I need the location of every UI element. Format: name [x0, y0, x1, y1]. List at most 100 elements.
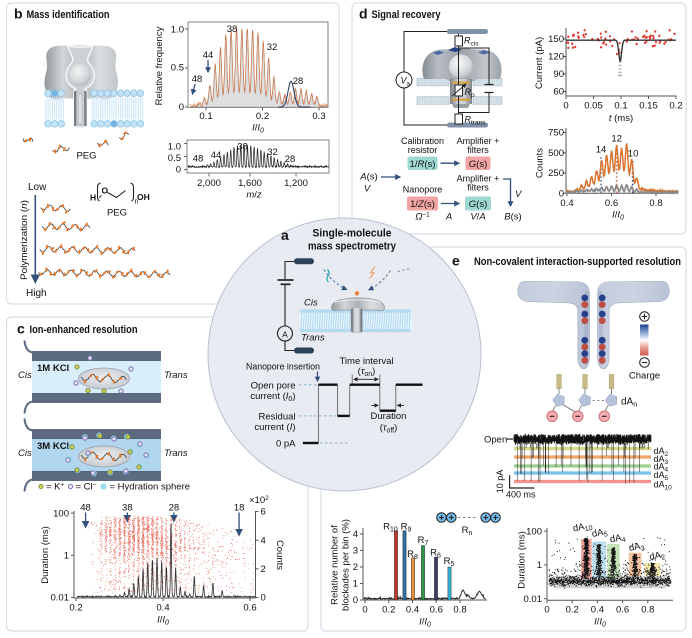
svg-text:1M KCl: 1M KCl	[37, 363, 69, 374]
svg-text:R5: R5	[444, 556, 455, 568]
svg-text:n: n	[135, 199, 139, 206]
svg-text:PEG: PEG	[107, 208, 127, 219]
svg-text:38: 38	[237, 142, 248, 153]
svg-text:Trans: Trans	[164, 448, 188, 459]
svg-text:0.2: 0.2	[669, 101, 682, 112]
svg-text:Signal recovery: Signal recovery	[372, 9, 442, 21]
svg-text:0.1: 0.1	[614, 101, 627, 112]
svg-text:90: 90	[553, 69, 564, 80]
svg-text:1,200: 1,200	[284, 178, 308, 189]
svg-text:0.05: 0.05	[584, 101, 603, 112]
svg-text:e: e	[452, 253, 460, 269]
svg-text:Nanopore: Nanopore	[403, 185, 443, 195]
svg-text:Charge: Charge	[629, 371, 660, 382]
svg-text:filters: filters	[467, 183, 489, 193]
svg-text:150: 150	[548, 34, 564, 45]
svg-text:Rn: Rn	[462, 525, 473, 537]
svg-text:Cis: Cis	[304, 298, 318, 309]
svg-text:A(s): A(s)	[359, 172, 377, 183]
svg-text:mass spectrometry: mass spectrometry	[308, 241, 397, 253]
svg-text:0: 0	[544, 605, 549, 616]
svg-text:0.2: 0.2	[382, 605, 395, 616]
svg-text:High: High	[26, 288, 47, 299]
svg-text:0.1: 0.1	[199, 111, 212, 122]
svg-text:G(s): G(s)	[469, 159, 487, 170]
svg-text:0.6: 0.6	[605, 198, 618, 209]
svg-text:filters: filters	[467, 145, 489, 155]
svg-text:10: 10	[628, 149, 639, 160]
svg-text:Rp: Rp	[465, 87, 476, 99]
svg-text:4: 4	[353, 529, 358, 540]
svg-text:Duration (ms): Duration (ms)	[517, 531, 528, 589]
svg-text:Mass identification: Mass identification	[27, 9, 110, 21]
svg-text:Calibration: Calibration	[401, 136, 444, 146]
svg-text:0.8: 0.8	[641, 605, 654, 616]
svg-text:Non-covalent interaction-suppo: Non-covalent interaction-supported resol…	[474, 256, 681, 268]
svg-text:0: 0	[563, 101, 568, 112]
svg-text:R9: R9	[401, 522, 412, 534]
svg-text:2,000: 2,000	[197, 178, 221, 189]
svg-text:0.5: 0.5	[168, 153, 181, 164]
svg-text:3M KCl: 3M KCl	[37, 441, 69, 452]
svg-text:18: 18	[234, 503, 245, 514]
svg-text:28: 28	[169, 503, 180, 514]
svg-text:H: H	[90, 193, 96, 203]
svg-text:Relative frequency: Relative frequency	[154, 26, 165, 105]
svg-text:2: 2	[261, 564, 266, 575]
svg-text:0.2: 0.2	[566, 605, 579, 616]
svg-text:= K+: = K+	[46, 482, 65, 493]
svg-text:38: 38	[122, 503, 133, 514]
svg-text:Duration: Duration	[371, 411, 407, 422]
svg-text:0: 0	[362, 605, 367, 616]
svg-text:250: 250	[548, 168, 564, 179]
svg-text:Rtrans: Rtrans	[465, 115, 487, 127]
svg-text:0.01: 0.01	[51, 593, 70, 604]
svg-text:120: 120	[548, 52, 564, 63]
svg-text:3: 3	[353, 546, 358, 557]
svg-text:Cis: Cis	[18, 448, 32, 459]
svg-text:750: 750	[548, 128, 564, 139]
svg-text:100: 100	[53, 508, 69, 519]
svg-text:Rcis: Rcis	[464, 36, 479, 48]
svg-text:O: O	[102, 186, 109, 196]
svg-text:A: A	[445, 212, 452, 223]
svg-text:1.0: 1.0	[168, 142, 181, 153]
svg-text:6: 6	[261, 507, 266, 518]
svg-text:Ion-enhanced resolution: Ion-enhanced resolution	[30, 324, 138, 336]
svg-text:R8: R8	[407, 549, 418, 561]
svg-text:4: 4	[261, 535, 266, 546]
svg-text:0.5: 0.5	[171, 63, 184, 74]
svg-text:Duration (ms): Duration (ms)	[40, 526, 51, 584]
svg-text:12: 12	[611, 134, 622, 145]
svg-text:0: 0	[261, 593, 266, 604]
svg-text:0.8: 0.8	[453, 605, 466, 616]
svg-text:I/I0: I/I0	[419, 617, 431, 629]
svg-text:Counts: Counts	[274, 540, 285, 570]
svg-text:28: 28	[285, 154, 296, 165]
svg-text:I/I0: I/I0	[594, 617, 606, 629]
svg-text:current (I0): current (I0)	[250, 391, 295, 403]
svg-text:48: 48	[80, 503, 91, 514]
svg-text:48: 48	[192, 74, 203, 85]
svg-text:Nanopore insertion: Nanopore insertion	[246, 362, 320, 373]
svg-text:44: 44	[211, 150, 222, 161]
svg-text:I/I0: I/I0	[157, 615, 169, 627]
svg-text:I/I0: I/I0	[252, 123, 264, 135]
svg-text:R7: R7	[418, 535, 429, 547]
svg-text:OH: OH	[137, 192, 150, 202]
svg-text:Residual: Residual	[259, 412, 296, 423]
svg-text:0.6: 0.6	[616, 605, 629, 616]
svg-text:0.6: 0.6	[243, 603, 256, 614]
svg-text:= Hydration sphere: = Hydration sphere	[110, 482, 191, 493]
svg-text:Time interval: Time interval	[339, 356, 393, 367]
svg-text:0.4: 0.4	[406, 605, 419, 616]
svg-text:m/z: m/z	[246, 190, 262, 201]
svg-text:1: 1	[64, 550, 69, 561]
svg-text:Open: Open	[484, 435, 507, 446]
svg-text:Trans: Trans	[164, 370, 188, 381]
svg-text:V: V	[515, 189, 523, 200]
svg-text:B(s): B(s)	[504, 212, 521, 223]
svg-text:Current (pA): Current (pA)	[534, 37, 545, 89]
svg-text:400 ms: 400 ms	[506, 490, 536, 500]
svg-text:1/R(s): 1/R(s)	[410, 159, 436, 170]
